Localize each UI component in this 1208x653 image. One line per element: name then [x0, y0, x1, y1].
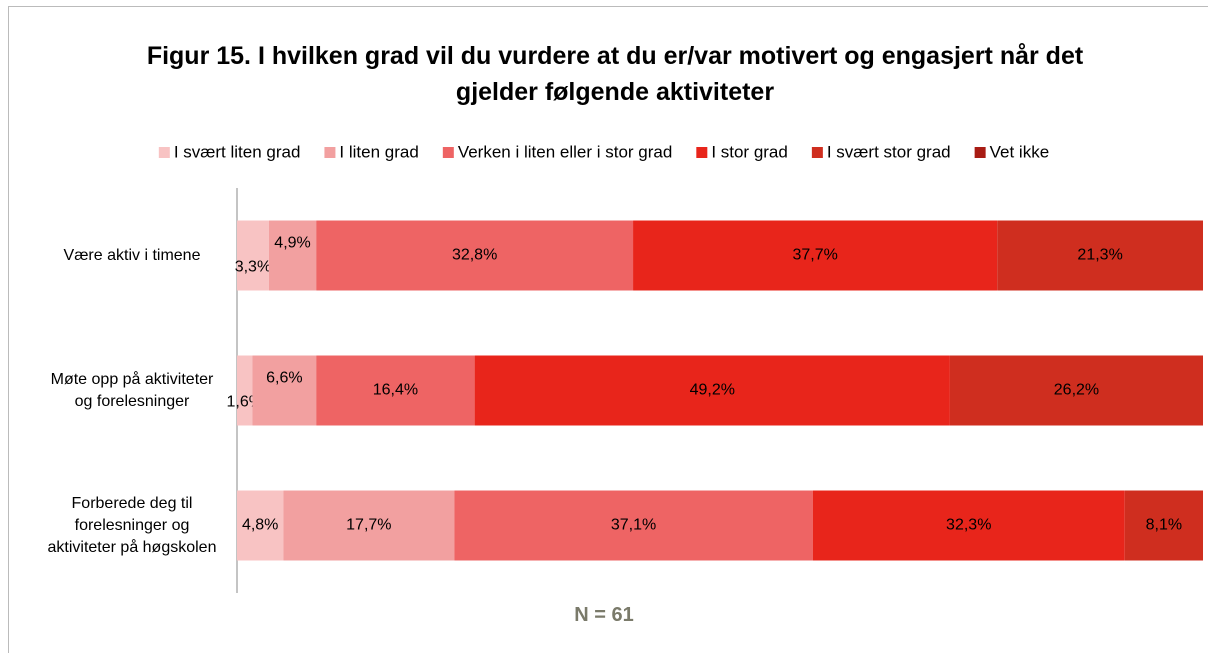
bar-segment	[633, 220, 998, 291]
legend-label: I svært liten grad	[174, 142, 301, 161]
y-tick-label: Møte opp på aktiviteter og forelesninger	[50, 370, 214, 410]
bar-segment	[474, 355, 950, 426]
legend-swatch	[974, 147, 986, 158]
data-label: 32,3%	[946, 517, 991, 534]
bar-segment	[812, 490, 1125, 561]
data-label: 4,9%	[274, 235, 310, 252]
legend-label: I svært stor grad	[827, 142, 951, 161]
data-label: 6,6%	[266, 370, 302, 387]
bar-segment	[997, 220, 1203, 291]
legend-swatch	[324, 147, 336, 158]
data-label: 37,7%	[792, 247, 837, 264]
bar-segment	[237, 220, 269, 291]
data-label: 26,2%	[1054, 382, 1099, 399]
chart-title: Figur 15. I hvilken grad vil du vurdere …	[146, 42, 1084, 106]
annotation: N = 61	[574, 604, 634, 626]
bar-segment	[237, 355, 253, 426]
legend-swatch	[696, 147, 708, 158]
bar-segment	[316, 220, 634, 291]
legend-swatch	[158, 147, 170, 158]
legend-label: I liten grad	[339, 142, 418, 161]
data-label: 17,7%	[346, 517, 391, 534]
data-label: 16,4%	[373, 382, 418, 399]
legend-swatch	[811, 147, 823, 158]
bar-segment	[237, 490, 284, 561]
legend-label: I stor grad	[711, 142, 788, 161]
legend-label: Vet ikke	[990, 142, 1050, 161]
data-label: 4,8%	[242, 517, 278, 534]
chart-border	[8, 6, 1208, 653]
bar-segment	[454, 490, 813, 561]
y-tick-label: Forberede deg til forelesninger og aktiv…	[47, 494, 217, 556]
bar-segment	[1124, 490, 1203, 561]
legend-label: Verken i liten eller i stor grad	[458, 142, 673, 161]
legend-swatch	[442, 147, 454, 158]
data-label: 8,1%	[1146, 517, 1182, 534]
y-tick-label: Være aktiv i timene	[63, 246, 201, 264]
data-label: 32,8%	[452, 247, 497, 264]
data-label: 21,3%	[1077, 247, 1122, 264]
data-label: 37,1%	[611, 517, 656, 534]
data-label: 3,3%	[235, 259, 271, 276]
bar-segment	[252, 355, 317, 426]
bar-segment	[283, 490, 455, 561]
data-label: 49,2%	[690, 382, 735, 399]
bar-segment	[316, 355, 475, 426]
bar-segment	[268, 220, 317, 291]
bar-segment	[949, 355, 1203, 426]
